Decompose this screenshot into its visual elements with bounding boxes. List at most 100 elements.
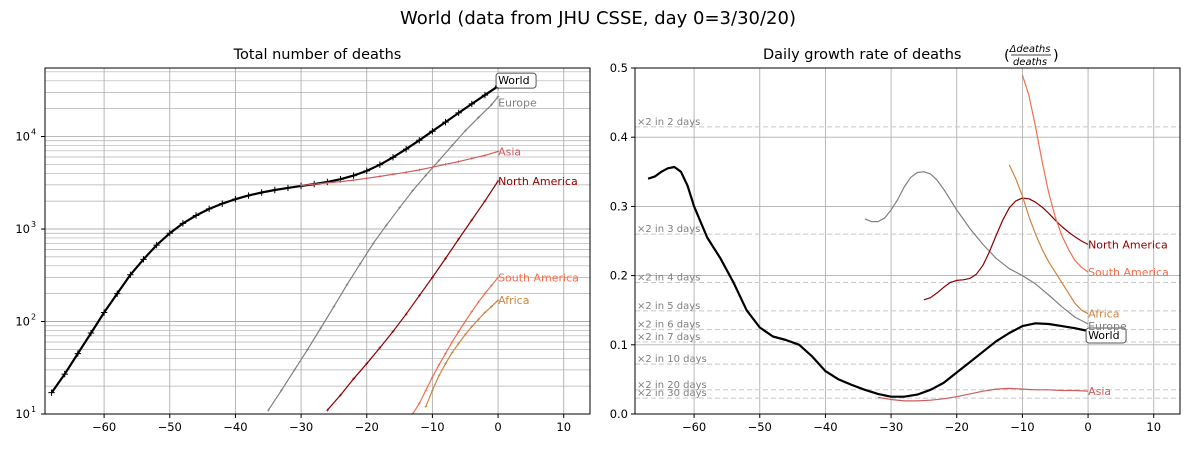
doubling-line-label: ×2 in 7 days (637, 332, 700, 343)
left-point-world (74, 350, 82, 357)
right-chart-title: Daily growth rate of deaths (Δdeaths death… (763, 44, 1059, 68)
left-point-europe (345, 283, 349, 287)
right-series-label-africa: Africa (1088, 308, 1119, 321)
left-x-tick-label: 0 (494, 420, 501, 434)
left-point-asia (312, 182, 316, 186)
left-point-south-america (411, 412, 415, 414)
left-panel-total-deaths: Total number of deaths World Europe Asia Nor… (15, 47, 591, 434)
figure-title: World (data from JHU CSSE, day 0=3/30/20… (400, 8, 796, 29)
left-series-line-south-america (412, 277, 499, 414)
left-point-world (442, 118, 449, 126)
left-point-world (153, 241, 160, 249)
left-point-world (232, 195, 239, 203)
right-x-tick-label: −40 (813, 420, 837, 434)
left-point-asia (339, 180, 342, 184)
left-series-label-world: World (498, 74, 530, 87)
left-point-europe (306, 347, 310, 351)
left-point-asia (417, 168, 421, 172)
right-series-line-asia (877, 387, 1089, 402)
left-point-north-america (391, 330, 395, 333)
left-point-world (179, 220, 187, 227)
left-point-africa (450, 351, 454, 355)
left-point-africa (444, 362, 447, 366)
right-series-group (647, 74, 1089, 402)
doubling-reference-lines: ×2 in 2 days ×2 in 3 days ×2 in 4 days ×2 i… (635, 117, 1180, 399)
left-point-africa (483, 311, 487, 314)
left-point-world (48, 389, 55, 396)
left-point-north-america (470, 218, 474, 222)
doubling-line-label: ×2 in 3 days (637, 224, 700, 235)
left-point-world (166, 230, 173, 237)
left-grid (45, 68, 590, 415)
left-point-south-america (437, 363, 441, 367)
doubling-line-label: ×2 in 5 days (637, 301, 700, 312)
left-x-tick-label: −50 (158, 420, 182, 434)
left-x-tick-label: 10 (556, 420, 571, 434)
right-series-line-europe (864, 171, 1089, 325)
left-point-world (350, 172, 357, 179)
left-point-south-america (450, 340, 454, 344)
left-point-asia (431, 165, 434, 169)
left-point-north-america (431, 275, 434, 279)
left-point-world (205, 205, 213, 213)
right-title-frac-num: Δdeaths (1009, 44, 1051, 55)
left-y-tick-exponent: 2 (31, 312, 36, 321)
left-point-world (114, 290, 121, 297)
left-point-asia (365, 176, 369, 180)
left-point-europe (319, 326, 323, 330)
left-point-europe (385, 223, 388, 227)
right-x-tick-label: −20 (945, 420, 969, 434)
left-point-south-america (470, 310, 474, 313)
right-x-tick-label: −10 (1010, 420, 1034, 434)
doubling-line-label: ×2 in 20 days (637, 380, 707, 391)
right-title-frac-den: deaths (1013, 57, 1047, 68)
right-title-text: Daily growth rate of deaths (763, 47, 961, 63)
left-point-asia (325, 181, 329, 185)
left-y-tick-label: 10 (15, 129, 30, 143)
right-series-line-africa (1008, 164, 1089, 315)
right-x-tick-label: −30 (879, 420, 903, 434)
right-y-tick-label: 0.5 (610, 61, 628, 75)
left-point-asia (378, 175, 382, 178)
left-point-asia (444, 162, 447, 166)
left-point-south-america (483, 292, 487, 296)
left-x-tick-label: −30 (289, 420, 313, 434)
left-point-europe (398, 206, 401, 210)
left-point-africa (490, 305, 493, 308)
left-series-line-africa (425, 299, 499, 407)
left-point-world (389, 154, 397, 161)
doubling-line-label: ×2 in 2 days (637, 117, 700, 128)
left-point-africa (496, 298, 500, 302)
left-point-north-america (496, 179, 500, 183)
left-series-line-europe (267, 96, 499, 411)
right-series-line-north-america (923, 197, 1089, 301)
right-y-tick-label: 0.4 (610, 130, 628, 144)
right-y-tick-label: 0.3 (610, 199, 628, 213)
right-series-label-south-america: South America (1088, 266, 1169, 279)
left-point-asia (391, 172, 395, 176)
left-point-europe (293, 368, 296, 372)
left-point-asia (299, 184, 303, 187)
left-series-line-world (50, 85, 499, 394)
left-point-north-america (378, 346, 382, 350)
left-point-world (363, 167, 370, 175)
right-axes-frame (634, 67, 1181, 415)
right-x-tick-label: −60 (682, 420, 706, 434)
right-y-tick-label: 0.0 (610, 407, 628, 421)
right-y-tick-label: 0.2 (610, 269, 628, 283)
left-point-asia (470, 156, 474, 160)
left-label-box-world (495, 72, 537, 89)
left-y-tick-label: 10 (15, 407, 30, 421)
left-point-europe (496, 95, 500, 98)
left-point-europe (371, 241, 375, 245)
left-point-north-america (365, 362, 369, 366)
left-point-europe (476, 116, 480, 120)
left-point-europe (463, 129, 467, 133)
left-point-world (258, 189, 265, 196)
left-point-asia (457, 160, 461, 164)
left-point-africa (431, 388, 434, 392)
left-point-north-america (339, 393, 342, 397)
left-point-world (219, 200, 226, 207)
left-series-label-asia: Asia (498, 145, 521, 158)
